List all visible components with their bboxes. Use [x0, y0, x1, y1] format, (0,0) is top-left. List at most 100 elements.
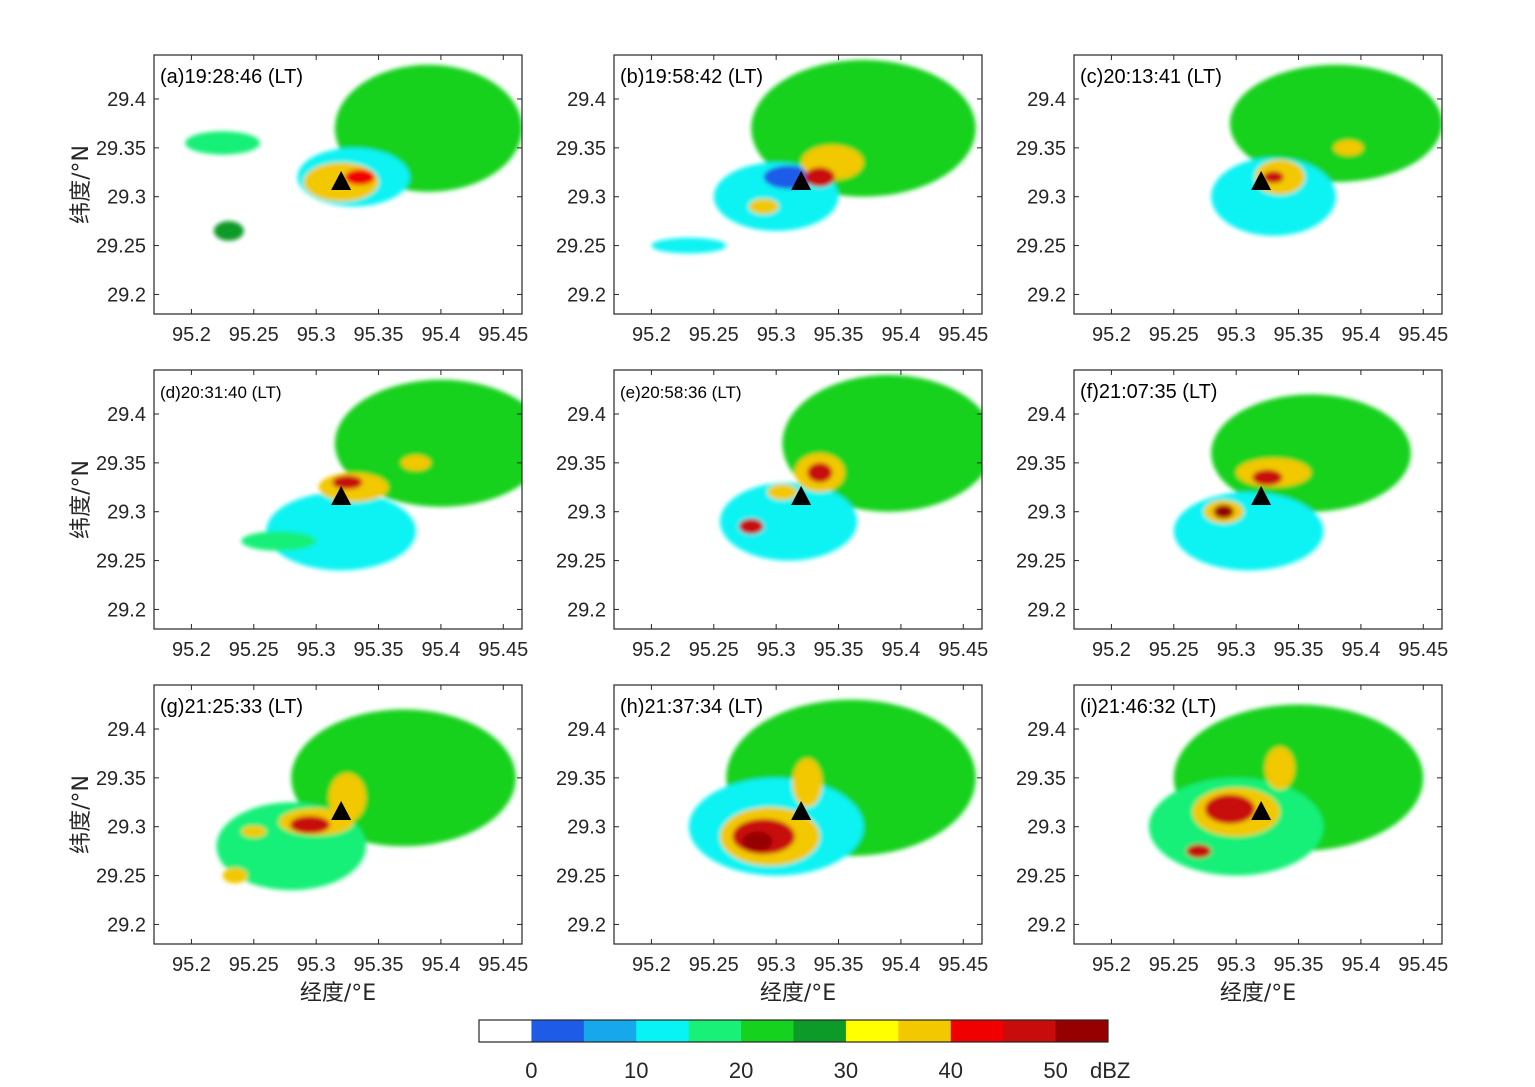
y-tick-label: 29.3 — [1027, 502, 1066, 524]
echo-cell — [185, 131, 261, 155]
y-tick-label: 29.2 — [1027, 284, 1066, 306]
x-tick-label: 95.4 — [881, 639, 920, 661]
echo-cell — [1252, 469, 1283, 486]
x-tick-label: 95.35 — [354, 639, 404, 661]
y-tick-label: 29.35 — [96, 453, 146, 475]
y-tick-label: 29.25 — [556, 866, 606, 888]
echo-cell — [344, 169, 375, 185]
y-tick-label: 29.2 — [107, 599, 146, 621]
y-tick-label: 29.25 — [96, 866, 146, 888]
plot-frame — [1073, 684, 1443, 945]
y-tick-label: 29.2 — [1027, 599, 1066, 621]
colorbar-swatch — [741, 1020, 794, 1042]
black-triangle-icon — [1251, 801, 1272, 821]
y-tick-label: 29.4 — [107, 89, 146, 111]
plot-frame — [153, 369, 523, 630]
panel-title: (e)20:58:36 (LT) — [620, 383, 742, 402]
echo-cell — [1263, 171, 1284, 184]
echo-field — [1173, 394, 1411, 571]
y-tick-label: 29.3 — [567, 502, 606, 524]
colorbar-swatch — [845, 1020, 899, 1042]
black-triangle-icon — [1251, 171, 1272, 191]
y-tick-label: 29.4 — [1027, 719, 1066, 741]
colorbar-swatch — [531, 1020, 585, 1042]
x-tick-label: 95.45 — [1398, 954, 1448, 976]
y-tick-label: 29.4 — [567, 719, 606, 741]
plot-frame — [153, 684, 523, 945]
x-tick-label: 95.35 — [354, 954, 404, 976]
colorbar-swatch — [950, 1020, 1004, 1042]
y-tick-label: 29.35 — [556, 453, 606, 475]
y-tick-label: 29.3 — [1027, 817, 1066, 839]
y-tick-label: 29.4 — [567, 89, 606, 111]
x-tick-label: 95.2 — [172, 954, 211, 976]
echo-cell — [222, 867, 248, 884]
y-tick-label: 29.4 — [107, 404, 146, 426]
x-tick-label: 95.45 — [1398, 639, 1448, 661]
x-tick-label: 95.25 — [229, 954, 279, 976]
y-tick-label: 29.25 — [96, 551, 146, 573]
echo-field — [185, 64, 522, 241]
radar-panel-c: 95.2 95.25 95.3 95.35 95.4 95.45 29.4 29.35 29.3… — [1016, 54, 1448, 346]
echo-cell — [241, 531, 317, 551]
echo-cell — [767, 484, 798, 500]
echo-cell — [266, 492, 416, 571]
x-tick-label: 95.35 — [1274, 324, 1324, 346]
x-tick-label: 95.35 — [354, 324, 404, 346]
y-tick-label: 29.35 — [556, 138, 606, 160]
y-tick-label: 29.3 — [567, 187, 606, 209]
radar-panel-b: 95.2 95.25 95.3 95.35 95.4 95.45 29.4 29.35 29.3… — [556, 54, 988, 346]
y-tick-label: 29.2 — [567, 914, 606, 936]
y-tick-label: 29.2 — [567, 284, 606, 306]
y-tick-label: 29.3 — [107, 817, 146, 839]
x-tick-label: 95.35 — [1274, 954, 1324, 976]
echo-cell — [792, 758, 823, 808]
y-tick-label: 29.3 — [107, 187, 146, 209]
x-tick-label: 95.25 — [229, 639, 279, 661]
echo-cell — [1333, 140, 1364, 156]
y-tick-label: 29.25 — [1016, 866, 1066, 888]
colorbar-swatch — [1055, 1020, 1109, 1042]
x-tick-label: 95.35 — [814, 639, 864, 661]
x-tick-label: 95.4 — [421, 324, 460, 346]
x-tick-label: 95.35 — [1274, 639, 1324, 661]
panel-title: (h)21:37:34 (LT) — [620, 696, 763, 718]
echo-field — [688, 699, 976, 876]
echo-cell — [1264, 746, 1295, 790]
x-tick-label: 95.25 — [689, 954, 739, 976]
y-tick-label: 29.25 — [1016, 551, 1066, 573]
x-tick-label: 95.3 — [297, 639, 336, 661]
y-tick-label: 29.25 — [556, 551, 606, 573]
x-tick-label: 95.3 — [757, 324, 796, 346]
y-tick-label: 29.2 — [107, 914, 146, 936]
echo-cell — [1173, 492, 1324, 571]
x-tick-label: 95.4 — [1341, 324, 1380, 346]
x-tick-label: 95.4 — [421, 639, 460, 661]
colorbar-tick-label: 30 — [834, 1058, 858, 1083]
echo-cell — [651, 237, 727, 254]
panel-title: (b)19:58:42 (LT) — [620, 66, 763, 88]
panel-title: (d)20:31:40 (LT) — [160, 383, 282, 402]
y-tick-label: 29.35 — [556, 768, 606, 790]
x-tick-label: 95.45 — [478, 954, 528, 976]
colorbar-unit: dBZ — [1090, 1058, 1130, 1083]
panel-title: (f)21:07:35 (LT) — [1080, 381, 1217, 403]
y-tick-label: 29.4 — [1027, 89, 1066, 111]
x-tick-label: 95.2 — [632, 324, 671, 346]
y-tick-label: 29.35 — [96, 138, 146, 160]
colorbar: 0 10 20 30 40 50 dBZ — [478, 1019, 1130, 1083]
x-tick-label: 95.3 — [297, 324, 336, 346]
panel-title: (c)20:13:41 (LT) — [1080, 66, 1222, 88]
x-tick-label: 95.3 — [757, 954, 796, 976]
y-tick-label: 29.4 — [107, 719, 146, 741]
radar-panel-g: 95.2 95.25 95.3 95.35 95.4 95.45 29.4 29.35 29.3… — [69, 684, 528, 1006]
echo-cell — [748, 198, 779, 215]
radar-panel-i: 95.2 95.25 95.3 95.35 95.4 95.45 29.4 29.35 29.3… — [1016, 684, 1448, 1006]
x-tick-label: 95.2 — [172, 324, 211, 346]
radar-panel-a: 95.2 95.25 95.3 95.35 95.4 95.45 29.4 29.35 29.3… — [69, 54, 528, 346]
colorbar-swatch — [636, 1020, 690, 1042]
black-triangle-icon — [791, 486, 812, 506]
x-tick-label: 95.3 — [757, 639, 796, 661]
y-tick-label: 29.3 — [567, 817, 606, 839]
